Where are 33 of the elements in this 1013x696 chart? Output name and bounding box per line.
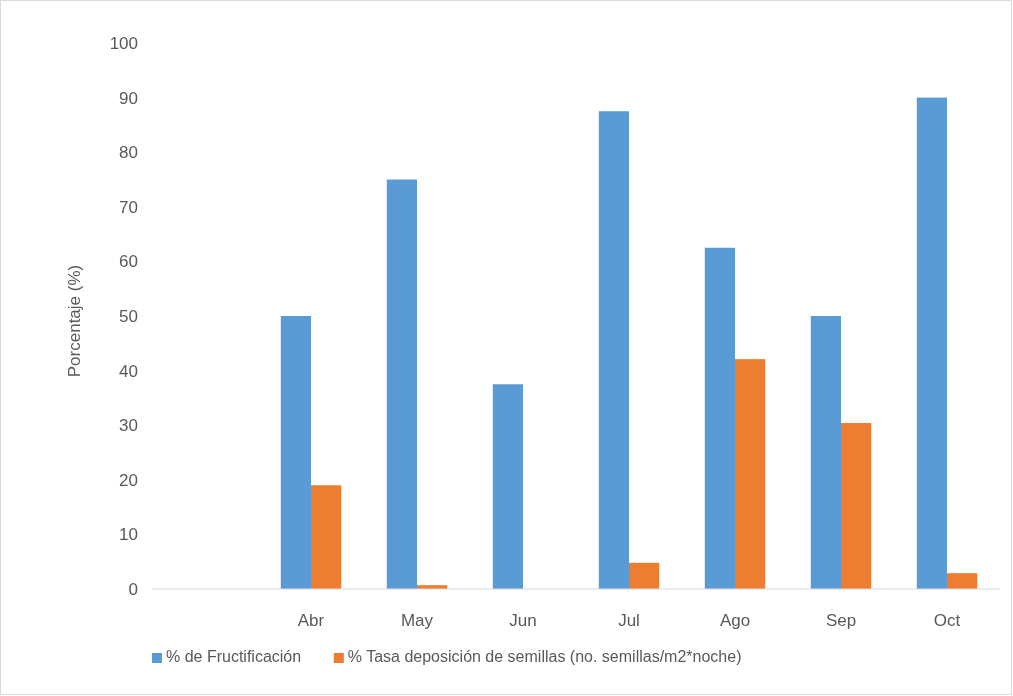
y-tick-label: 40	[119, 361, 138, 381]
x-tick-label: Sep	[825, 611, 857, 630]
x-tick-label: Oct	[933, 611, 961, 630]
bar	[280, 316, 311, 589]
legend-label: % de Fructificación	[166, 648, 302, 665]
bar	[311, 485, 342, 589]
y-tick-label: 60	[119, 252, 138, 272]
bar	[386, 179, 417, 589]
y-tick-label: 90	[119, 88, 138, 108]
bar	[492, 384, 523, 589]
x-tick-label: Abr	[297, 611, 325, 630]
bar	[810, 316, 841, 589]
bar	[704, 247, 735, 589]
bar	[629, 562, 660, 589]
bar	[916, 97, 947, 589]
legend-label: % Tasa deposición de semillas (no. semillas/m2*noche)	[347, 648, 742, 665]
x-tick-label: May	[400, 611, 434, 630]
bar	[841, 423, 872, 589]
bar	[947, 573, 978, 589]
x-tick-label: Jul	[618, 611, 640, 630]
y-tick-label: 100	[109, 34, 138, 53]
y-tick-label: 30	[119, 416, 138, 436]
x-tick-label: Ago	[719, 611, 751, 630]
bar	[598, 111, 629, 589]
y-tick-label: 0	[128, 580, 138, 599]
x-tick-label: Jun	[509, 611, 537, 630]
y-axis-title: Porcentaje (%)	[65, 264, 84, 378]
y-tick-label: 50	[119, 307, 138, 326]
y-tick-label: 20	[119, 470, 138, 490]
y-tick-label: 10	[119, 525, 138, 545]
y-tick-label: 70	[119, 197, 138, 217]
bar	[735, 359, 766, 589]
y-tick-label: 80	[119, 143, 138, 163]
